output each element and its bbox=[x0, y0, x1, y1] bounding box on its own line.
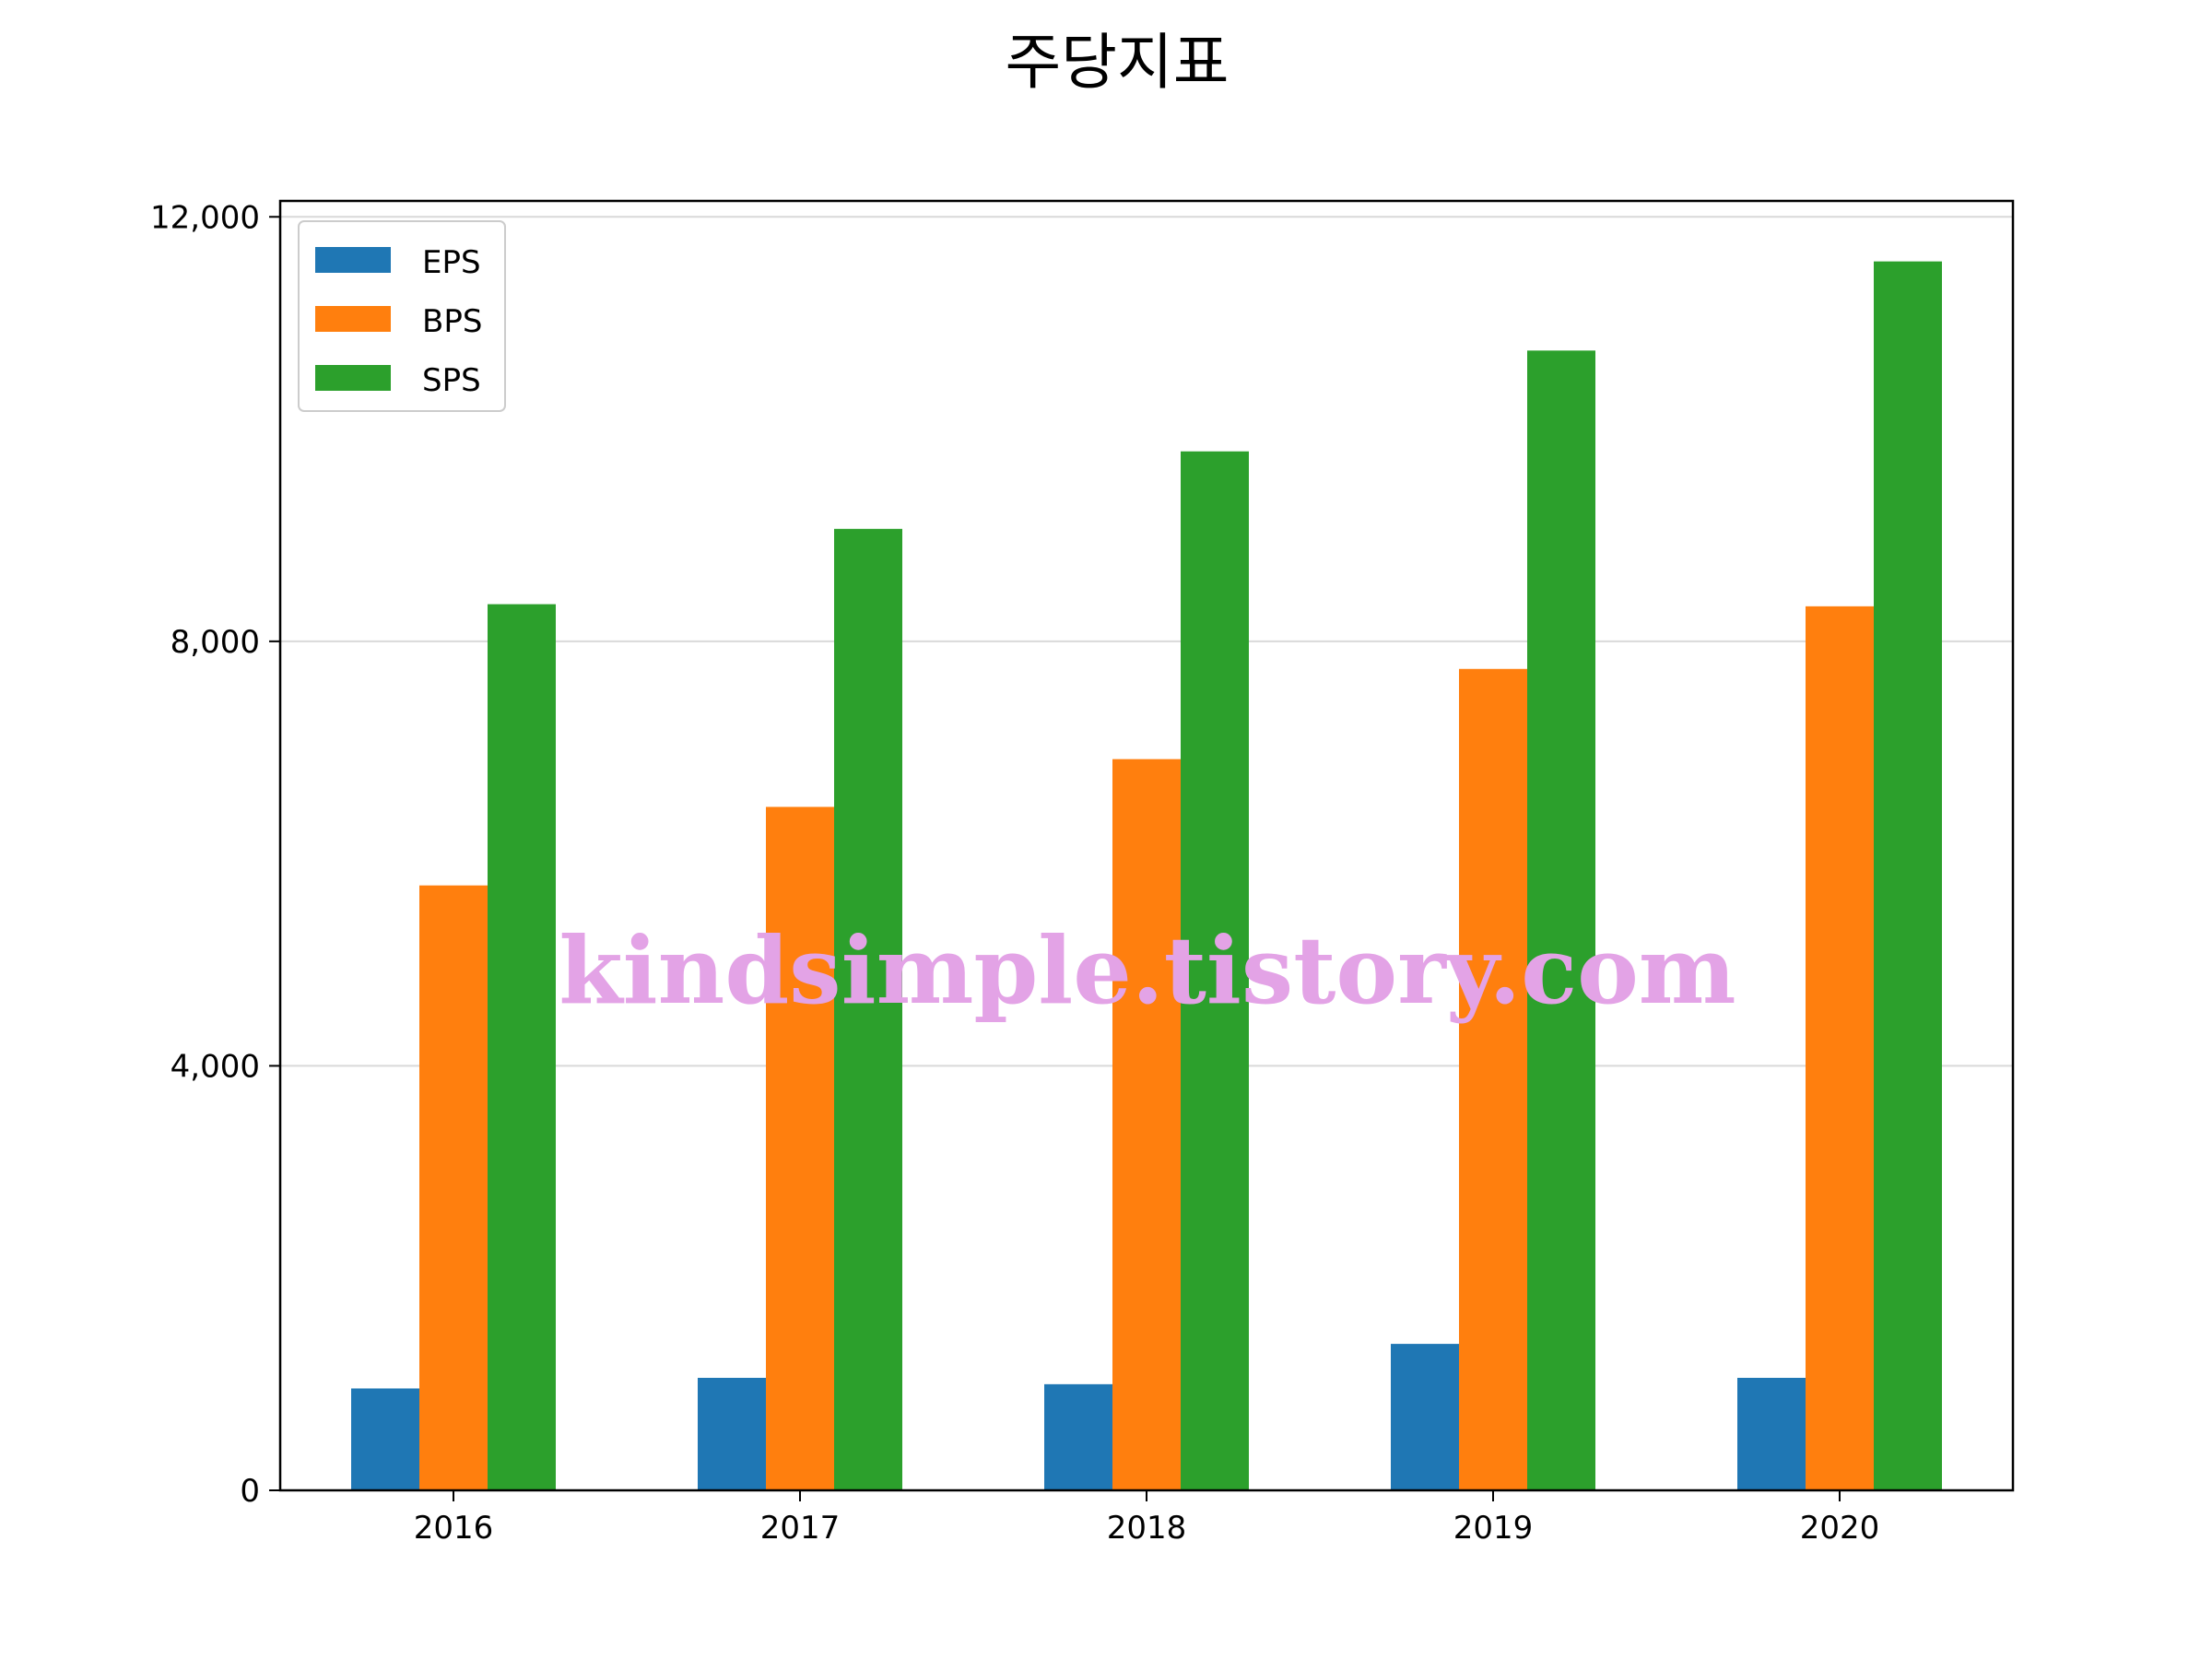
y-axis: 0 4,000 8,000 12,000 bbox=[150, 199, 280, 1510]
bar-sps-2020 bbox=[1874, 261, 1942, 1491]
bar-bps-2016 bbox=[419, 885, 488, 1490]
x-tick-label: 2016 bbox=[414, 1510, 494, 1547]
bar-sps-2019 bbox=[1527, 350, 1595, 1491]
bar-sps-2017 bbox=[834, 528, 902, 1490]
bar-eps-2017 bbox=[698, 1377, 766, 1490]
bar-eps-2020 bbox=[1737, 1377, 1806, 1490]
y-tick-label: 4,000 bbox=[171, 1048, 260, 1085]
watermark-text: kindsimple.tistory.com bbox=[559, 916, 1735, 1025]
legend-label-bps: BPS bbox=[422, 303, 482, 340]
y-tick-label: 12,000 bbox=[150, 199, 260, 236]
bar-bps-2017 bbox=[766, 806, 834, 1490]
legend-swatch-bps bbox=[315, 306, 391, 332]
bar-bps-2019 bbox=[1459, 668, 1527, 1490]
legend-swatch-sps bbox=[315, 365, 391, 391]
legend-label-eps: EPS bbox=[422, 244, 481, 281]
x-tick-label: 2018 bbox=[1107, 1510, 1187, 1547]
bar-bps-2020 bbox=[1806, 606, 1874, 1490]
legend-swatch-eps bbox=[315, 247, 391, 273]
x-axis: 2016 2017 2018 2019 2020 bbox=[414, 1490, 1880, 1547]
legend: EPS BPS SPS bbox=[298, 220, 506, 412]
x-tick-label: 2019 bbox=[1453, 1510, 1534, 1547]
y-tick-label: 0 bbox=[240, 1473, 260, 1510]
x-tick-label: 2020 bbox=[1800, 1510, 1880, 1547]
bar-eps-2018 bbox=[1044, 1383, 1112, 1490]
chart-title: 주당지표 bbox=[1006, 27, 1230, 98]
bar-sps-2016 bbox=[488, 604, 556, 1490]
bar-bps-2018 bbox=[1112, 759, 1181, 1490]
bar-eps-2019 bbox=[1391, 1344, 1459, 1490]
y-tick-label: 8,000 bbox=[171, 624, 260, 661]
bar-sps-2018 bbox=[1181, 451, 1249, 1490]
x-tick-label: 2017 bbox=[760, 1510, 841, 1547]
bars bbox=[351, 261, 1942, 1491]
bar-eps-2016 bbox=[351, 1388, 419, 1490]
legend-label-sps: SPS bbox=[422, 362, 481, 399]
